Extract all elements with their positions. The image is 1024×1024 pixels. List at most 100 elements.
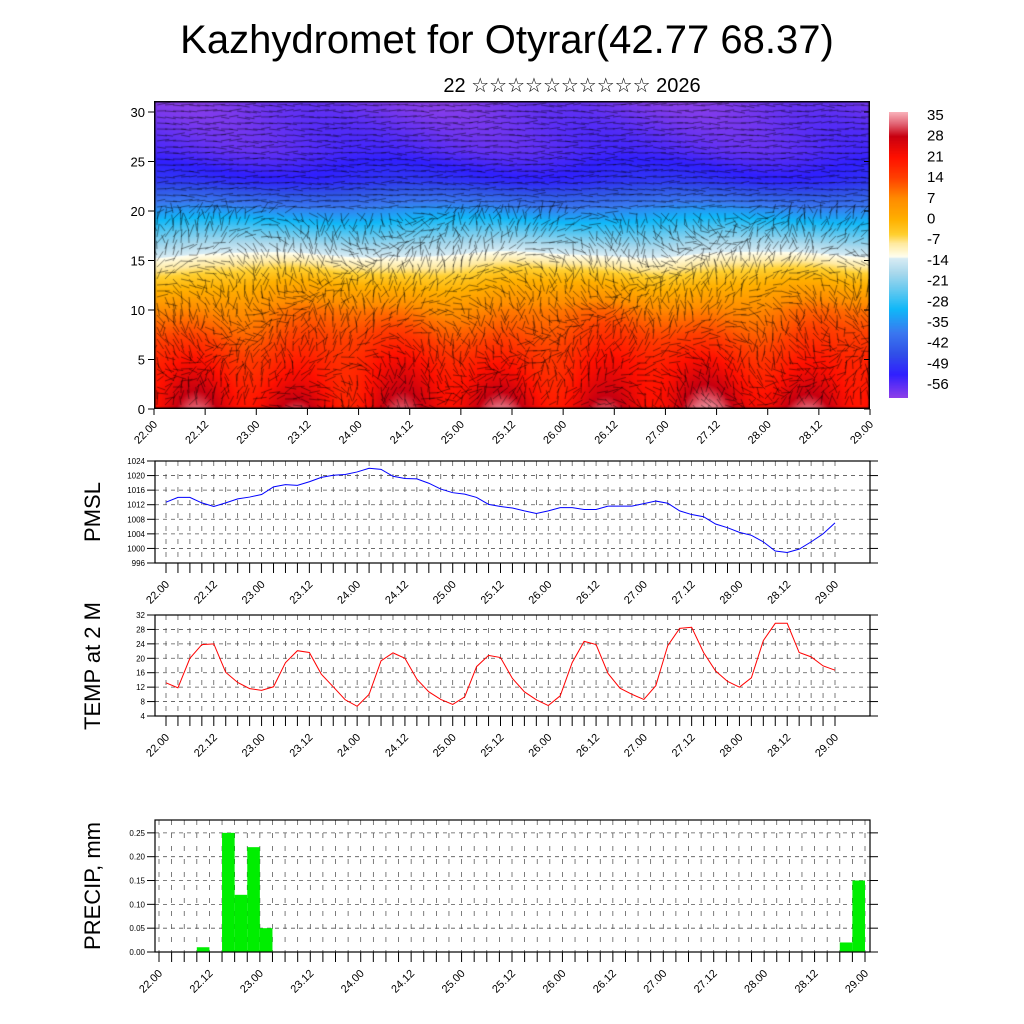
colorbar-label: -35 bbox=[927, 314, 949, 331]
x-tick-label: 25.12 bbox=[490, 968, 518, 996]
colorbar-label: 21 bbox=[927, 148, 944, 165]
x-tick-label: 24.00 bbox=[335, 579, 363, 607]
y-tick-label: 32 bbox=[136, 611, 145, 620]
plot-frame bbox=[154, 819, 871, 953]
x-tick-label: 28.00 bbox=[746, 419, 774, 447]
x-tick-label: 28.00 bbox=[742, 968, 770, 996]
x-tick-label: 27.00 bbox=[644, 419, 672, 447]
x-tick-label: 22.00 bbox=[137, 968, 165, 996]
x-tick-label: 25.00 bbox=[439, 419, 467, 447]
y-tick-label: 12 bbox=[136, 683, 145, 692]
y-tick-label: 5 bbox=[138, 353, 145, 368]
chart-subtitle: 22 ☆☆☆☆☆☆☆☆☆☆ 2026 bbox=[443, 75, 700, 97]
x-tick-label: 27.00 bbox=[622, 579, 650, 607]
precip-bar bbox=[839, 942, 853, 952]
colorbar-label: -7 bbox=[927, 231, 940, 248]
x-tick-label: 24.12 bbox=[383, 579, 411, 607]
y-tick-label: 1008 bbox=[127, 515, 145, 524]
colorbar-label: -14 bbox=[927, 252, 949, 269]
y-tick-label: 0.00 bbox=[129, 948, 145, 957]
y-tick-label: 0.20 bbox=[129, 853, 145, 862]
x-tick-label: 27.00 bbox=[622, 732, 650, 760]
x-tick-label: 22.12 bbox=[192, 732, 220, 760]
y-tick-label: 0.10 bbox=[129, 900, 145, 909]
x-tick-label: 23.00 bbox=[240, 732, 268, 760]
x-tick-label: 26.12 bbox=[574, 579, 602, 607]
y-axis-label: PRECIP, mm bbox=[80, 822, 105, 950]
colorbar-label: 0 bbox=[927, 211, 935, 228]
precip-bar bbox=[222, 832, 235, 952]
y-tick-label: 1016 bbox=[127, 486, 145, 495]
y-tick-label: 4 bbox=[141, 712, 146, 721]
x-tick-label: 29.00 bbox=[848, 419, 876, 447]
colorbar-label: 35 bbox=[927, 107, 944, 124]
precip-bar bbox=[852, 880, 865, 952]
x-tick-label: 26.00 bbox=[541, 419, 569, 447]
colorbar-label: 14 bbox=[927, 169, 944, 186]
y-axis-label: TEMP at 2 M bbox=[80, 602, 105, 730]
y-tick-label: 24 bbox=[136, 640, 145, 649]
y-tick-label: 30 bbox=[131, 105, 145, 120]
x-tick-label: 23.00 bbox=[234, 419, 262, 447]
colorbar-label: -56 bbox=[927, 376, 949, 393]
x-tick-label: 28.12 bbox=[765, 579, 793, 607]
x-tick-label: 28.12 bbox=[797, 419, 825, 447]
y-tick-label: 15 bbox=[131, 254, 145, 269]
x-tick-label: 23.12 bbox=[288, 579, 316, 607]
x-tick-label: 22.00 bbox=[144, 732, 172, 760]
y-tick-label: 1004 bbox=[127, 530, 145, 539]
precip-bar bbox=[247, 847, 260, 952]
x-tick-label: 28.00 bbox=[718, 579, 746, 607]
x-tick-label: 24.12 bbox=[388, 419, 416, 447]
x-tick-label: 22.00 bbox=[144, 579, 172, 607]
y-tick-label: 1020 bbox=[127, 472, 145, 481]
x-tick-label: 23.12 bbox=[288, 968, 316, 996]
x-tick-label: 25.12 bbox=[479, 732, 507, 760]
plot-frame bbox=[154, 614, 871, 717]
x-tick-label: 27.00 bbox=[641, 968, 669, 996]
x-tick-label: 26.00 bbox=[541, 968, 569, 996]
x-tick-label: 25.00 bbox=[431, 732, 459, 760]
x-tick-label: 22.00 bbox=[132, 419, 160, 447]
x-tick-label: 25.00 bbox=[431, 579, 459, 607]
x-tick-label: 25.00 bbox=[440, 968, 468, 996]
x-tick-label: 24.00 bbox=[337, 419, 365, 447]
x-tick-label: 29.00 bbox=[843, 968, 871, 996]
x-tick-label: 29.00 bbox=[813, 732, 841, 760]
x-tick-label: 27.12 bbox=[692, 968, 720, 996]
colorbar-label: -28 bbox=[927, 293, 949, 310]
x-tick-label: 24.12 bbox=[389, 968, 417, 996]
y-tick-label: 16 bbox=[136, 669, 145, 678]
x-tick-label: 25.12 bbox=[479, 579, 507, 607]
y-tick-label: 20 bbox=[136, 654, 145, 663]
plot-frame bbox=[154, 460, 871, 564]
x-tick-label: 23.12 bbox=[288, 732, 316, 760]
x-tick-label: 25.12 bbox=[490, 419, 518, 447]
colorbar-label: -49 bbox=[927, 355, 949, 372]
colorbar-label: 7 bbox=[927, 190, 935, 207]
y-tick-label: 1012 bbox=[127, 501, 145, 510]
x-tick-label: 28.12 bbox=[793, 968, 821, 996]
x-tick-label: 28.00 bbox=[718, 732, 746, 760]
y-tick-label: 1000 bbox=[127, 544, 145, 553]
x-tick-label: 23.00 bbox=[238, 968, 266, 996]
y-tick-label: 20 bbox=[131, 204, 145, 219]
x-tick-label: 24.12 bbox=[383, 732, 411, 760]
y-tick-label: 1024 bbox=[127, 457, 145, 466]
chart-title: Kazhydromet for Otyrar(42.77 68.37) bbox=[180, 18, 834, 62]
y-tick-label: 0 bbox=[138, 402, 145, 417]
x-tick-label: 24.00 bbox=[339, 968, 367, 996]
x-tick-label: 27.12 bbox=[670, 579, 698, 607]
x-tick-label: 26.12 bbox=[574, 732, 602, 760]
x-tick-label: 22.12 bbox=[188, 968, 216, 996]
x-tick-label: 26.12 bbox=[591, 968, 619, 996]
precip-bar bbox=[259, 928, 273, 952]
x-tick-label: 23.00 bbox=[240, 579, 268, 607]
colorbar-label: -21 bbox=[927, 273, 949, 290]
y-axis-label: PMSL bbox=[80, 482, 105, 542]
x-tick-label: 29.00 bbox=[813, 579, 841, 607]
y-tick-label: 28 bbox=[136, 625, 145, 634]
colorbar bbox=[889, 112, 908, 398]
x-tick-label: 27.12 bbox=[695, 419, 723, 447]
